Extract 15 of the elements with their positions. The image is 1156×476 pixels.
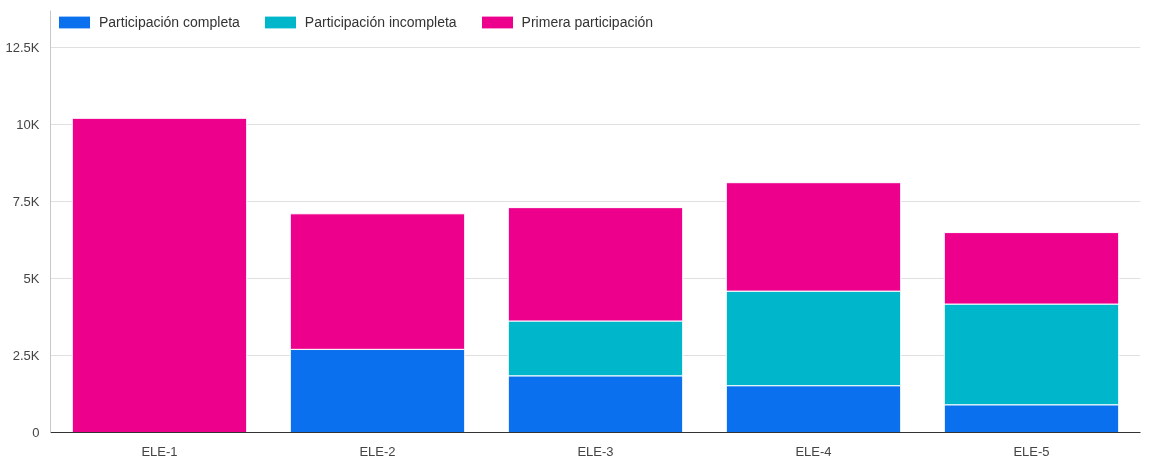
- x-tick-label: ELE-5: [1013, 443, 1050, 459]
- legend-label: Primera participación: [521, 14, 654, 30]
- y-tick-label: 5K: [23, 270, 40, 286]
- y-tick-label: 2.5K: [12, 347, 40, 363]
- x-tick-label: ELE-1: [141, 443, 178, 459]
- y-tick-label: 7.5K: [12, 193, 40, 209]
- y-tick-label: 0: [32, 425, 40, 440]
- y-tick-label: 12.5K: [5, 39, 40, 55]
- y-tick-label: 10K: [16, 116, 40, 132]
- legend-label: Participación completa: [99, 14, 240, 30]
- x-tick-label: ELE-2: [359, 443, 396, 459]
- x-tick-label: ELE-3: [577, 443, 614, 459]
- legend-label: Participación incompleta: [304, 14, 457, 30]
- bar: [71, 117, 248, 433]
- x-tick-label: ELE-4: [795, 443, 832, 459]
